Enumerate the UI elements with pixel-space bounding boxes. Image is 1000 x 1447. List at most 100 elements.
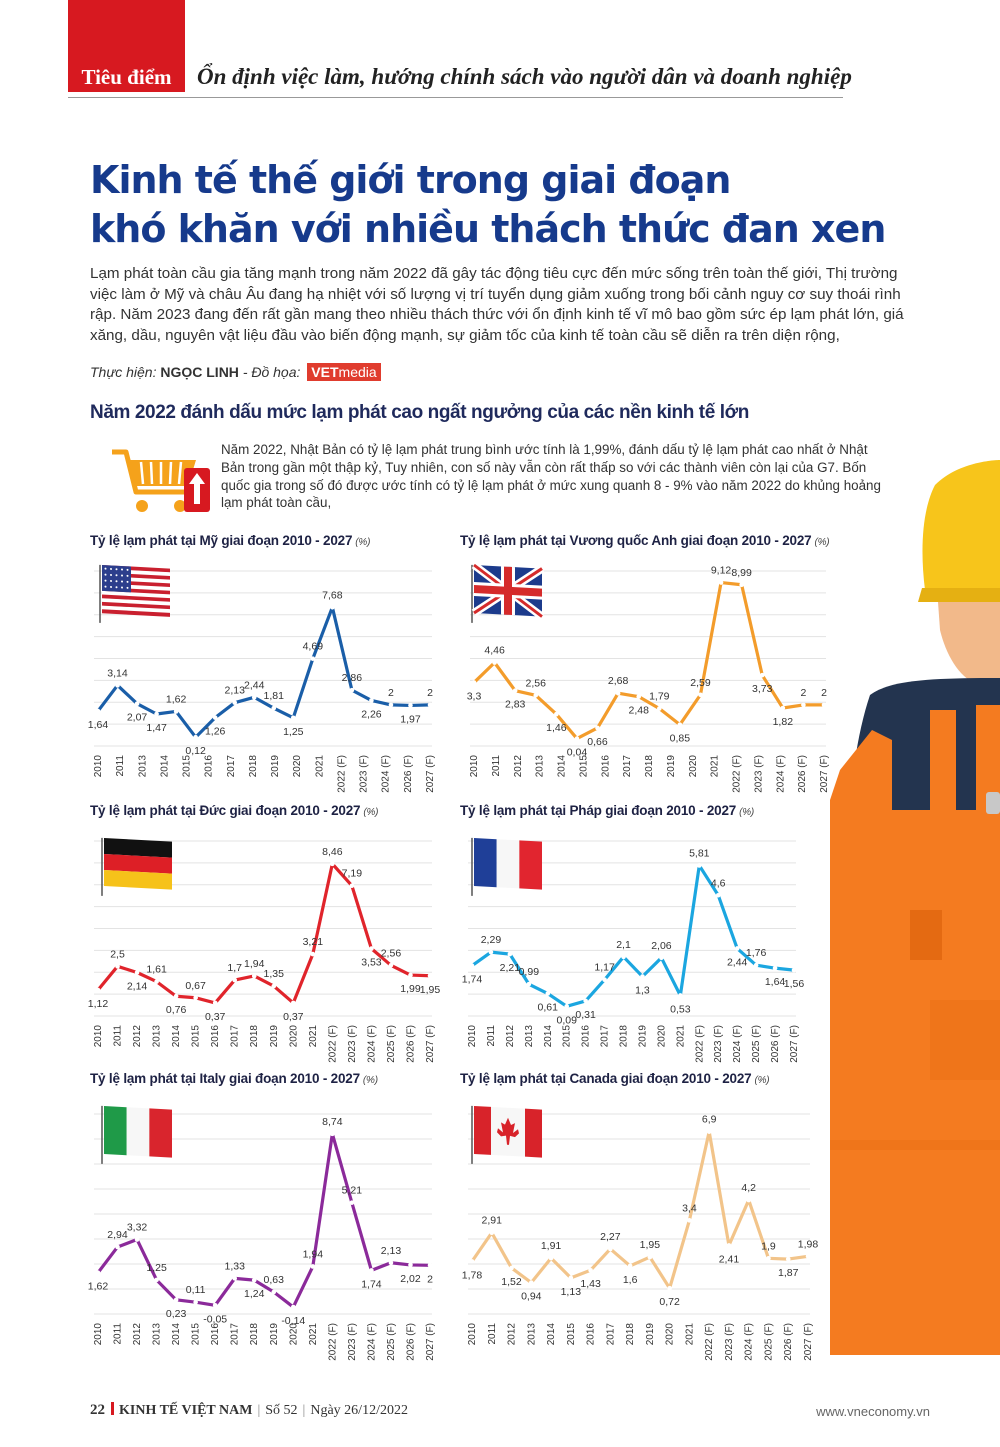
data-label: 1,9 (761, 1240, 776, 1252)
data-label: 2 (388, 687, 394, 699)
data-point (791, 967, 797, 973)
data-label: 2 (427, 687, 433, 699)
data-label: 1,62 (88, 1281, 109, 1293)
data-point (193, 1299, 198, 1305)
chart-plot: 1,64 3,14 2,071,47 1,62 0,12 1,26 2,13 2,441,81… (88, 564, 436, 793)
data-label: 5,81 (689, 847, 710, 859)
data-point (726, 1243, 732, 1248)
data-point (583, 998, 588, 1004)
x-tick-label: 2015 (566, 1323, 577, 1346)
data-label: 2,27 (600, 1231, 621, 1243)
data-label: 0,37 (283, 1011, 304, 1023)
data-label: 2,83 (505, 699, 526, 711)
x-tick-label: 2023 (F) (359, 755, 370, 793)
data-point (564, 1004, 570, 1009)
data-point (595, 725, 600, 731)
data-point (548, 1255, 554, 1261)
data-point (349, 687, 355, 693)
data-point (212, 1302, 218, 1308)
data-label: 4,69 (303, 641, 324, 653)
data-point (759, 672, 765, 678)
data-point (290, 715, 296, 721)
x-tick-label: 2018 (249, 1323, 260, 1346)
data-point (636, 694, 642, 699)
data-point (154, 1277, 159, 1283)
data-label: 4,6 (711, 877, 726, 889)
chart-plot: 1,12 2,5 2,14 1,61 0,76 0,67 0,37 1,7 1,941,35 0,… (88, 837, 440, 1063)
data-point (647, 1254, 653, 1260)
flag-canada-icon (471, 1105, 542, 1164)
x-tick-label: 2025 (F) (763, 1323, 774, 1361)
data-point (545, 991, 551, 996)
x-tick-label: 2027 (F) (819, 755, 830, 793)
data-label: 1,46 (546, 722, 567, 734)
x-tick-label: 2022 (F) (704, 1323, 715, 1361)
data-point (251, 973, 257, 979)
data-point (134, 1237, 140, 1242)
x-tick-label: 2019 (645, 1323, 656, 1346)
data-label: 1,91 (541, 1240, 562, 1252)
data-point (173, 709, 179, 714)
x-tick-label: 2014 (543, 1025, 554, 1048)
x-tick-label: 2012 (507, 1323, 518, 1346)
data-point (251, 695, 257, 700)
x-tick-label: 2016 (210, 1323, 221, 1346)
data-label: 1,98 (798, 1238, 819, 1250)
shopping-cart-icon (112, 449, 210, 512)
data-label: 0,09 (556, 1014, 577, 1026)
data-point (95, 708, 101, 714)
x-tick-label: 2018 (625, 1323, 636, 1346)
data-point (369, 698, 374, 703)
x-tick-label: 2027 (F) (425, 1025, 436, 1063)
x-tick-label: 2023 (F) (713, 1025, 724, 1063)
data-label: 1,13 (561, 1286, 582, 1298)
data-label: 1,61 (146, 964, 167, 976)
x-tick-label: 2010 (93, 1025, 104, 1048)
data-label: 0,53 (670, 1003, 691, 1015)
x-tick-label: 2024 (F) (775, 755, 786, 793)
data-point (310, 951, 316, 957)
data-point (640, 974, 645, 979)
data-label: 2,56 (526, 677, 547, 689)
data-label: 0,67 (185, 980, 206, 992)
data-label: 1,95 (640, 1239, 661, 1251)
data-point (193, 734, 198, 740)
data-label: 2,56 (381, 947, 402, 959)
data-point (471, 680, 477, 685)
series-line (96, 605, 432, 739)
section-title: Năm 2022 đánh dấu mức lạm phát cao ngất … (90, 402, 749, 423)
chart-uk: Tỷ lệ lạm phát tại Vương quốc Anh giai đ… (460, 533, 830, 793)
x-tick-label: 2019 (269, 1025, 280, 1048)
chart-title: Tỷ lệ lạm phát tại Pháp giai đoạn 2010 -… (460, 803, 755, 818)
data-label: -0,05 (203, 1313, 227, 1325)
data-label: 0,72 (659, 1296, 680, 1308)
data-point (667, 1285, 672, 1291)
data-point (154, 979, 159, 984)
flag-france-icon (471, 837, 542, 896)
data-point (232, 1276, 238, 1281)
data-label: 1,33 (224, 1260, 245, 1272)
data-point (271, 1289, 277, 1295)
data-point (615, 690, 621, 696)
data-label: 2,1 (616, 939, 631, 951)
x-tick-label: 2018 (619, 1025, 630, 1048)
x-tick-label: 2026 (F) (405, 1025, 416, 1063)
x-tick-label: 2011 (491, 755, 502, 777)
data-point (696, 863, 702, 868)
data-label: 0,23 (166, 1308, 187, 1320)
x-tick-label: 2012 (513, 755, 524, 778)
data-point (608, 1246, 613, 1252)
x-tick-label: 2017 (226, 755, 237, 778)
chart-plot: 1,62 2,943,32 1,25 0,23 0,11 -0,05 1,33 1,24 0,6… (88, 1105, 436, 1361)
data-point (772, 965, 778, 971)
x-tick-label: 2014 (171, 1323, 182, 1346)
x-tick-label: 2020 (656, 1025, 667, 1048)
x-tick-label: 2027 (F) (425, 1323, 436, 1361)
data-label: 4,2 (741, 1182, 756, 1194)
data-label: 1,78 (462, 1269, 483, 1281)
x-tick-label: 2018 (248, 755, 259, 778)
series-line (470, 863, 796, 1008)
data-label: 7,68 (322, 589, 343, 601)
x-tick-label: 2016 (204, 755, 215, 778)
x-tick-label: 2017 (230, 1323, 241, 1346)
